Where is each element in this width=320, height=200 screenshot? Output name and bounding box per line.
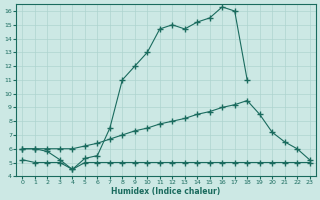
X-axis label: Humidex (Indice chaleur): Humidex (Indice chaleur) <box>111 187 221 196</box>
